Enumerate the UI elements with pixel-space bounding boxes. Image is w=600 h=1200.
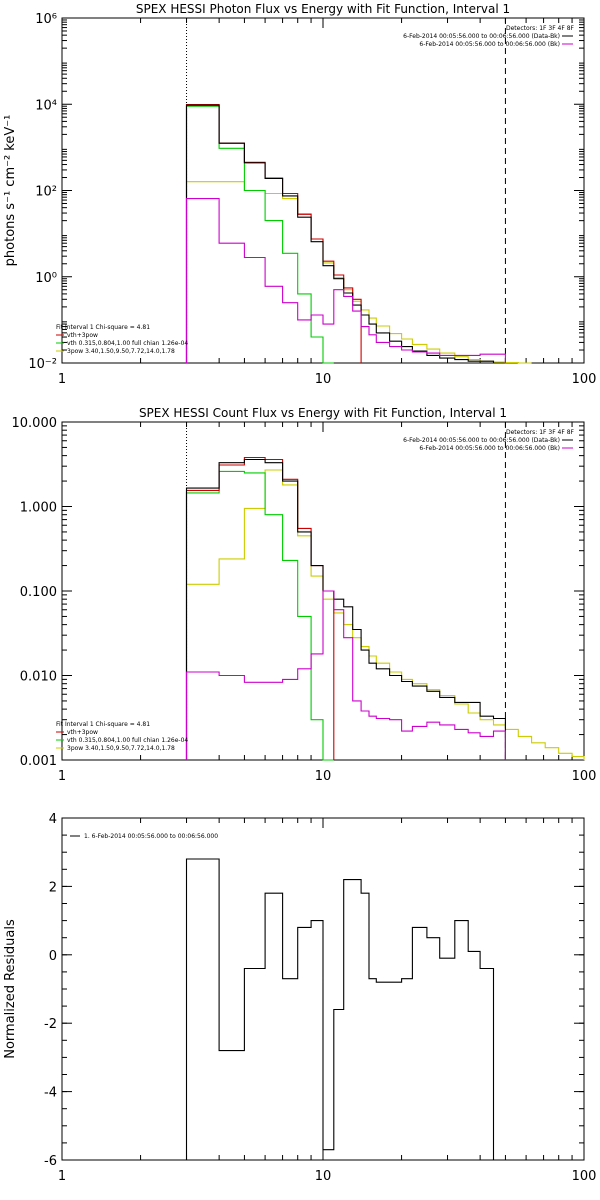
count-flux-panel: 1 10 100 0.001 0.010 0.100 1.000 10.000 SPEX HES… [12,406,597,784]
x-tick-label: 10 [315,1169,332,1184]
y-tick-label: 0 [49,949,57,964]
y-tick-label: 4 [49,812,57,827]
residuals-series [185,858,495,1160]
background-series [185,590,506,760]
chart-title: SPEX HESSI Photon Flux vs Energy with Fi… [136,2,510,16]
y-tick-label: 0.001 [20,754,57,769]
y-tick-label: 10⁶ [35,12,57,27]
y-tick-label: 10.000 [12,416,58,431]
power-law-component-series [185,181,532,364]
time-interval-annotation: 6-Feb-2014 00:05:56.000 to 00:06:56.000 … [403,33,560,40]
x-tick-label: 10 [315,372,332,387]
photon-flux-panel: 1 10 100 10⁻² 10⁰ 10² 10⁴ 10⁶ SPEX HESSI Photon … [3,2,596,387]
y-tick-label: -2 [44,1017,57,1032]
fit-component-annotation: vth+3pow [67,332,98,339]
y-tick-label: 10² [35,185,57,200]
fit-component-annotation: vth 0.315,0.804,1.00 full chian 1.26e-04 [67,340,188,347]
x-tick-label: 100 [572,372,597,387]
fit-total-series [185,456,335,760]
y-axis-label: photons s⁻¹ cm⁻² keV⁻¹ [3,115,18,267]
thermal-component-series [185,470,334,761]
fit-total-series [185,104,362,363]
power-law-component-series [185,469,585,760]
data-minus-bk-series [185,104,495,363]
thermal-component-series [185,105,334,364]
y-tick-label: 10⁴ [35,98,57,113]
x-tick-label: 10 [315,769,332,784]
fit-component-annotation: 3pow 3.40,1.50,9.50,7.72,14.0,1.78 [67,745,175,752]
y-axis-label: Normalized Residuals [3,919,18,1059]
fit-interval-annotation: Fit Interval 1 Chi-square = 4.81 [56,324,150,331]
data-minus-bk-series [185,458,506,760]
detectors-annotation: Detectors: 1F 3F 4F 8F [506,429,575,436]
time-interval-annotation: 6-Feb-2014 00:05:56.000 to 00:06:56.000 … [419,41,560,48]
time-interval-annotation: 6-Feb-2014 00:05:56.000 to 00:06:56.000 … [419,445,560,452]
y-tick-label: 10⁰ [35,271,57,286]
y-tick-label: -6 [44,1154,57,1169]
background-series [185,198,506,363]
fit-component-annotation: 3pow 3.40,1.50,9.50,7.72,14.0,1.78 [67,348,175,355]
x-tick-label: 1 [58,769,66,784]
y-tick-label: 10⁻² [28,357,57,372]
y-tick-label: -4 [44,1086,57,1101]
y-tick-label: 2 [49,880,57,895]
x-tick-label: 1 [58,372,66,387]
x-tick-label: 1 [58,1169,66,1184]
y-tick-label: 1.000 [20,501,57,516]
y-tick-label: 0.100 [20,585,57,600]
fit-interval-annotation: Fit Interval 1 Chi-square = 4.81 [56,721,150,728]
y-tick-label: 0.010 [20,670,57,685]
chart-title: SPEX HESSI Count Flux vs Energy with Fit… [139,406,507,420]
fit-component-annotation: vth+3pow [67,729,98,736]
time-interval-annotation: 6-Feb-2014 00:05:56.000 to 00:06:56.000 … [403,437,560,444]
residuals-panel: 1 10 100 -6 -4 -2 0 2 4 Normalized Residuals 1. 6-… [3,812,596,1184]
x-tick-label: 100 [572,769,597,784]
fit-component-annotation: vth 0.315,0.804,1.00 full chian 1.26e-04 [67,737,188,744]
residual-interval-annotation: 1. 6-Feb-2014 00:05:56.000 to 00:06:56.0… [84,833,218,840]
x-tick-label: 100 [572,1169,597,1184]
detectors-annotation: Detectors: 1F 3F 4F 8F [506,25,575,32]
